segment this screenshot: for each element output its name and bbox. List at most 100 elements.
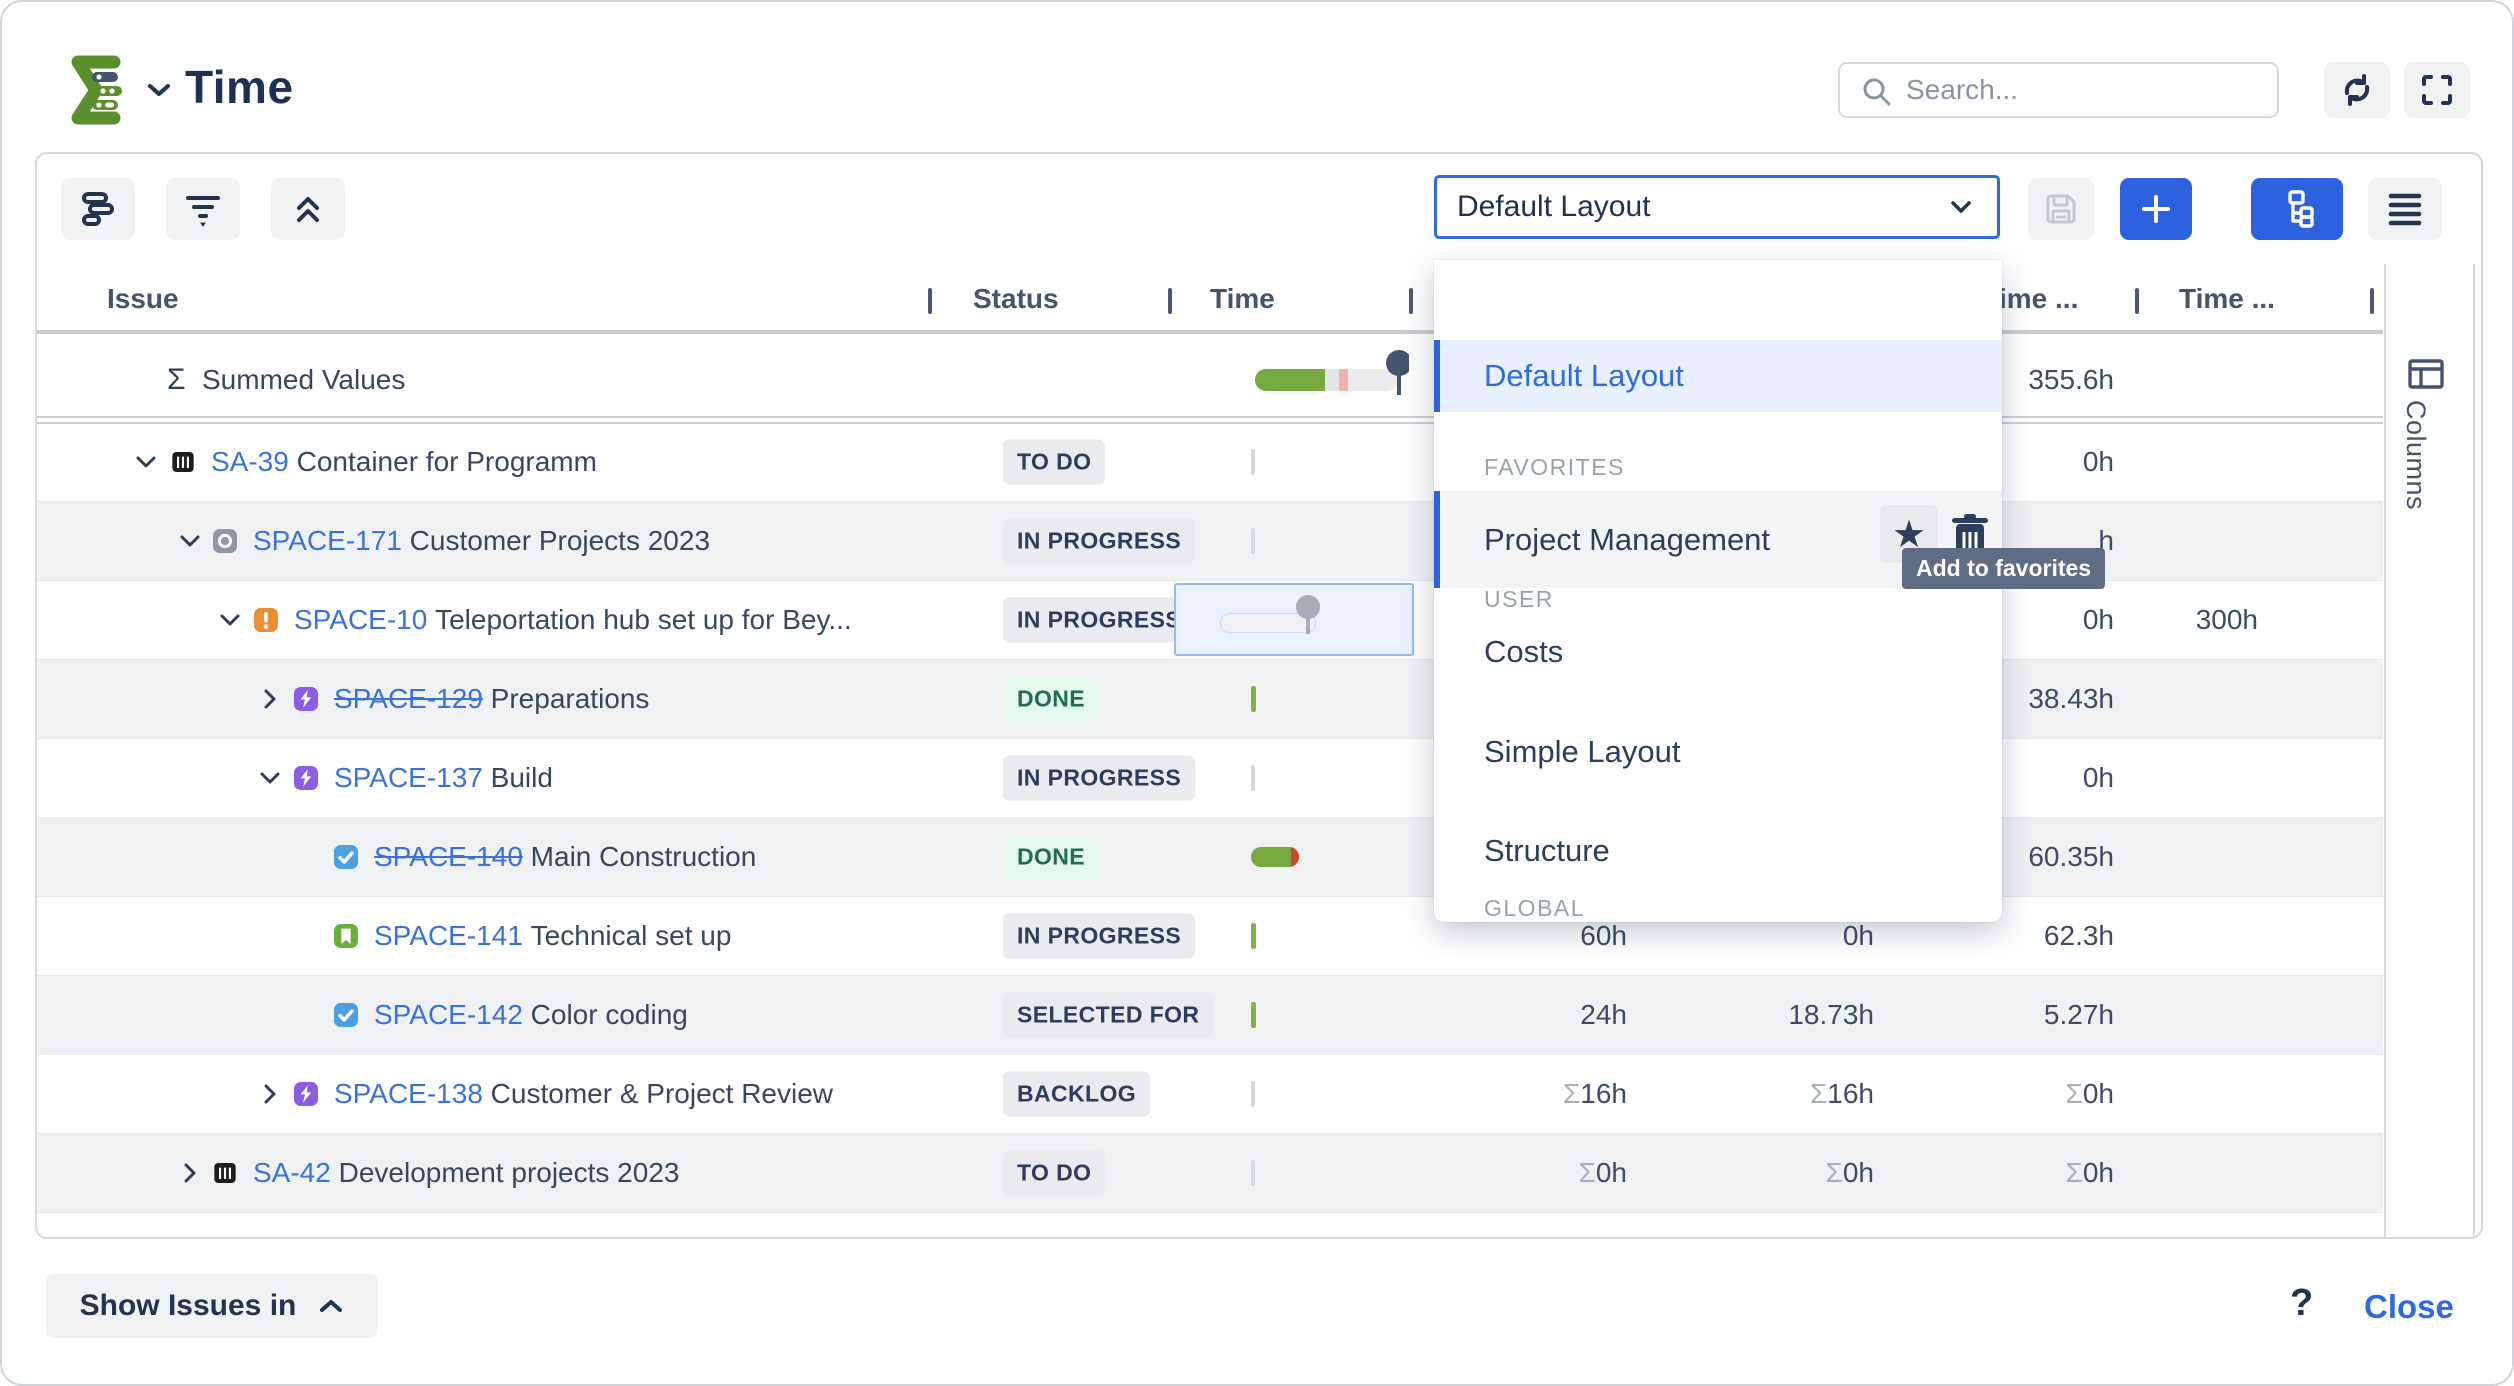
issue-key[interactable]: SPACE-137 xyxy=(334,762,483,793)
row-expand-chevron-down[interactable] xyxy=(177,528,203,554)
column-header-issue[interactable]: Issue xyxy=(107,283,179,314)
issue-summary[interactable]: SPACE-140 Main Construction xyxy=(522,841,757,872)
plus-icon xyxy=(2139,192,2173,226)
layout-select[interactable]: Default Layout xyxy=(1434,175,2000,239)
row-expand-chevron-down[interactable] xyxy=(257,765,283,791)
issue-summary[interactable]: SPACE-141 Technical set up xyxy=(522,920,732,951)
time-value: Σ0h xyxy=(1825,1157,1874,1188)
tree-view-toggle[interactable] xyxy=(2251,178,2343,240)
issue-key[interactable]: SA-39 xyxy=(211,446,289,477)
sigma-icon: Σ xyxy=(167,362,186,396)
issue-row: SPACE-129SPACE-129 Preparations DONE 38.43… xyxy=(37,660,2383,739)
issue-key[interactable]: SPACE-142 xyxy=(374,999,523,1030)
status-badge[interactable]: TO DO xyxy=(1003,1150,1106,1196)
status-badge[interactable]: IN PROGRESS xyxy=(1003,755,1196,801)
time-tick xyxy=(1251,449,1255,475)
time-progress-overrun xyxy=(1291,847,1299,867)
status-badge[interactable]: DONE xyxy=(1003,834,1100,880)
add-layout-button[interactable] xyxy=(2120,178,2192,240)
row-expand-chevron-right[interactable] xyxy=(177,1160,203,1186)
issue-key[interactable]: SPACE-141 xyxy=(374,920,523,951)
menu-item-default-layout[interactable]: Default Layout xyxy=(1434,340,2002,412)
row-expand-chevron-right[interactable] xyxy=(257,1081,283,1107)
status-badge[interactable]: TO DO xyxy=(1003,439,1106,485)
menu-item-simple-layout[interactable]: Simple Layout xyxy=(1484,734,1681,769)
status-badge[interactable]: DONE xyxy=(1003,676,1100,722)
time-value: 60h xyxy=(1580,920,1627,951)
time-tick xyxy=(1251,1160,1255,1186)
column-resize-handle[interactable] xyxy=(1409,288,1413,314)
filter-button[interactable] xyxy=(166,178,240,240)
issue-summary[interactable]: SPACE-142 Color coding xyxy=(522,999,688,1030)
issue-key[interactable]: SPACE-129 xyxy=(334,683,483,714)
column-header-time[interactable]: Time xyxy=(1210,283,1275,314)
status-badge[interactable]: IN PROGRESS xyxy=(1003,518,1196,564)
issue-type-icon-alert xyxy=(250,604,282,636)
filter-icon xyxy=(183,189,223,229)
issue-summary[interactable]: SPACE-10 Teleportation hub set up for Be… xyxy=(427,604,852,635)
issue-type-icon-epic xyxy=(290,762,322,794)
issue-summary[interactable]: SPACE-138 Customer & Project Review xyxy=(482,1078,833,1109)
save-layout-button[interactable] xyxy=(2028,178,2094,240)
column-header-time-2[interactable]: ime ... xyxy=(1999,283,2079,314)
fullscreen-button[interactable] xyxy=(2404,62,2470,118)
status-badge[interactable]: IN PROGRESS xyxy=(1003,913,1196,959)
list-view-toggle[interactable] xyxy=(2368,178,2442,240)
column-header-time-3[interactable]: Time ... xyxy=(2179,283,2275,314)
row-expand-chevron-down[interactable] xyxy=(217,607,243,633)
search-placeholder: Search... xyxy=(1906,74,2019,105)
time-slider-track[interactable] xyxy=(1220,613,1316,633)
issue-summary[interactable]: SA-42 Development projects 2023 xyxy=(330,1157,680,1188)
time-value: Σ16h xyxy=(1809,1078,1874,1109)
menu-section-favorites: FAVORITES xyxy=(1484,454,1625,480)
column-resize-handle[interactable] xyxy=(928,288,932,314)
time-value: 0h xyxy=(2082,762,2114,793)
issue-row: SPACE-142SPACE-142 Color coding SELECTED … xyxy=(37,976,2383,1055)
summed-divider xyxy=(37,416,2383,418)
column-resize-handle[interactable] xyxy=(1168,288,1172,314)
column-header-status[interactable]: Status xyxy=(973,283,1059,314)
refresh-button[interactable] xyxy=(2324,62,2390,118)
issue-summary[interactable]: SA-39 Container for Programm xyxy=(288,446,597,477)
search-icon xyxy=(1860,75,1894,109)
status-badge[interactable]: IN PROGRESS xyxy=(1003,597,1196,643)
time-tick xyxy=(1251,765,1255,791)
time-value: 38.43h xyxy=(2028,683,2114,714)
chevron-down-icon[interactable] xyxy=(146,80,172,100)
chevron-down-icon xyxy=(1949,198,1973,218)
refresh-icon xyxy=(2339,72,2375,108)
close-link[interactable]: Close xyxy=(2364,1288,2454,1325)
collapse-all-button[interactable] xyxy=(271,178,345,240)
issue-row: SPACE-140SPACE-140 Main Construction DONE… xyxy=(37,818,2383,897)
status-badge[interactable]: SELECTED FOR xyxy=(1003,992,1214,1038)
row-expand-chevron-down[interactable] xyxy=(133,449,159,475)
issue-key[interactable]: SPACE-10 xyxy=(294,604,428,635)
issue-summary[interactable]: SPACE-171 Customer Projects 2023 xyxy=(401,525,711,556)
time-value: 24h xyxy=(1580,999,1627,1030)
column-resize-handle[interactable] xyxy=(2370,288,2374,314)
layout-select-value: Default Layout xyxy=(1457,190,1651,223)
issue-key[interactable]: SA-42 xyxy=(253,1157,331,1188)
issue-summary[interactable]: SPACE-129 Preparations xyxy=(482,683,650,714)
status-badge[interactable]: BACKLOG xyxy=(1003,1071,1151,1117)
issue-summary[interactable]: SPACE-137 Build xyxy=(482,762,553,793)
menu-item-structure[interactable]: Structure xyxy=(1484,833,1610,868)
issue-type-icon-program xyxy=(209,525,241,557)
columns-grid-icon[interactable] xyxy=(2407,358,2445,390)
fullscreen-icon xyxy=(2420,73,2454,107)
time-value: 355.6h xyxy=(2028,363,2114,395)
sigma-structure-logo[interactable] xyxy=(56,48,140,132)
issue-key[interactable]: SPACE-140 xyxy=(374,841,523,872)
issue-key[interactable]: SPACE-171 xyxy=(253,525,402,556)
time-cell-selected[interactable] xyxy=(1174,583,1414,656)
show-issues-in-button[interactable]: Show Issues in xyxy=(46,1274,378,1338)
help-button[interactable]: ? xyxy=(2290,1282,2314,1324)
search-input[interactable]: Search... xyxy=(1838,62,2279,118)
issue-key[interactable]: SPACE-138 xyxy=(334,1078,483,1109)
group-button[interactable] xyxy=(61,178,135,240)
time-progress-pill xyxy=(1251,847,1299,867)
menu-item-costs[interactable]: Costs xyxy=(1484,634,1564,669)
column-resize-handle[interactable] xyxy=(2135,288,2139,314)
columns-panel-label[interactable]: Columns xyxy=(2401,400,2431,511)
row-expand-chevron-right[interactable] xyxy=(257,686,283,712)
